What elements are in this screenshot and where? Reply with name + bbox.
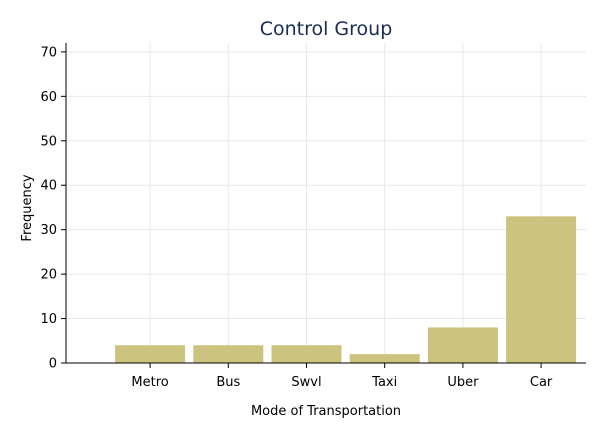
y-tick-label: 40 [40,179,57,194]
chart-title: Control Group [260,18,393,40]
x-tick-label: Bus [216,375,240,390]
y-tick-label: 20 [40,268,57,283]
y-tick-label: 70 [40,45,57,60]
y-tick-label: 0 [49,357,57,372]
x-tick-label: Metro [131,375,168,390]
bar-uber [427,327,498,363]
y-tick-label: 30 [40,223,57,238]
x-axis-label: Mode of Transportation [251,404,401,419]
bar-taxi [349,354,420,363]
y-axis-label: Frequency [20,174,35,241]
x-tick-label: Uber [447,375,479,390]
x-tick-label: Taxi [371,375,397,390]
y-ticks: 0 10 20 30 40 50 60 70 [40,45,66,372]
y-tick-label: 60 [40,90,57,105]
x-tick-label: Car [530,375,553,390]
bar-metro [115,345,186,363]
bar-swvl [271,345,342,363]
y-tick-label: 10 [40,312,57,327]
x-tick-label: Swvl [291,375,321,390]
x-ticks: Metro Bus Swvl Taxi Uber Car [131,363,553,390]
bar-bus [193,345,264,363]
bars [115,216,577,363]
y-tick-label: 50 [40,134,57,149]
bar-car [506,216,577,363]
